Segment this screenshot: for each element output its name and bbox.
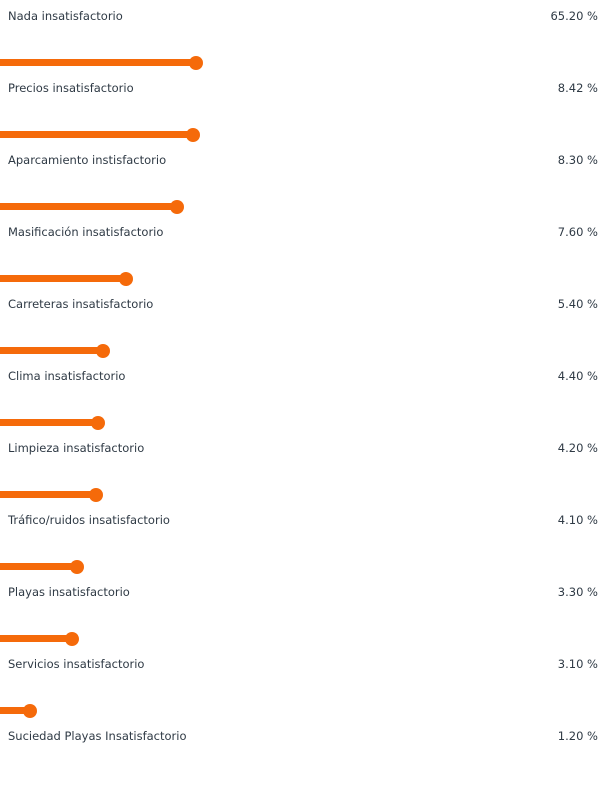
bar-value-label: 3.30 % — [557, 585, 598, 599]
bar-row: Carreteras insatisfactorio 5.40 % — [0, 290, 608, 362]
bar — [0, 632, 80, 646]
bar — [0, 704, 37, 718]
bar-value-label: 3.10 % — [557, 657, 598, 671]
bar — [0, 560, 84, 574]
bar-value-label: 8.30 % — [557, 153, 598, 167]
bar-end-dot — [170, 200, 185, 214]
bar-row: Limpieza insatisfactorio 4.20 % — [0, 434, 608, 506]
bar-line — [0, 275, 126, 282]
bar-value-label: 4.10 % — [557, 513, 598, 527]
bar-value-label: 4.20 % — [557, 441, 598, 455]
bar-label: Carreteras insatisfactorio — [8, 297, 154, 311]
bar-row: Precios insatisfactorio 8.42 % — [0, 74, 608, 146]
bar-end-dot — [69, 560, 84, 574]
bar-line — [0, 635, 73, 642]
bar-row: Aparcamiento instisfactorio 8.30 % — [0, 146, 608, 218]
bar-row: Clima insatisfactorio 4.40 % — [0, 362, 608, 434]
bar — [0, 272, 133, 286]
bar-end-dot — [23, 704, 37, 718]
bar-line — [0, 563, 77, 570]
bar-end-dot — [118, 272, 133, 286]
bar — [0, 416, 105, 430]
bar-label: Nada insatisfactorio — [8, 9, 123, 23]
bar-label: Masificación insatisfactorio — [8, 225, 164, 239]
bar-line — [0, 707, 30, 714]
bar — [0, 344, 110, 358]
bar — [0, 488, 103, 502]
bar-line — [0, 347, 103, 354]
bar-label: Tráfico/ruidos insatisfactorio — [8, 513, 170, 527]
bar-value-label: 5.40 % — [557, 297, 598, 311]
bar — [0, 200, 185, 214]
bar-label: Servicios insatisfactorio — [8, 657, 145, 671]
bar-row: Masificación insatisfactorio 7.60 % — [0, 218, 608, 290]
bar — [0, 128, 201, 142]
bar-end-dot — [65, 632, 80, 646]
bar-line — [0, 419, 98, 426]
bar-label: Playas insatisfactorio — [8, 585, 130, 599]
bar-end-dot — [189, 56, 204, 70]
bar-label: Precios insatisfactorio — [8, 81, 134, 95]
bar-value-label: 4.40 % — [557, 369, 598, 383]
bar-line — [0, 491, 96, 498]
bar-label: Aparcamiento instisfactorio — [8, 153, 167, 167]
horizontal-bar-chart: Nada insatisfactorio 65.20 % Precios insat… — [0, 2, 608, 743]
bar-line — [0, 131, 194, 138]
bar-row: Tráfico/ruidos insatisfactorio 4.10 % — [0, 506, 608, 578]
bar — [0, 56, 204, 70]
bar-end-dot — [88, 488, 103, 502]
bar-label: Clima insatisfactorio — [8, 369, 126, 383]
bar-row: Suciedad Playas Insatisfactorio 1.20 % — [0, 722, 608, 794]
bar-value-label: 65.20 % — [550, 9, 598, 23]
bar-row: Servicios insatisfactorio 3.10 % — [0, 650, 608, 722]
bar-row: Playas insatisfactorio 3.30 % — [0, 578, 608, 650]
bar-row: Nada insatisfactorio 65.20 % — [0, 2, 608, 74]
bar-end-dot — [95, 344, 110, 358]
bar-line — [0, 59, 197, 66]
bar-value-label: 1.20 % — [557, 729, 598, 743]
bar-line — [0, 203, 178, 210]
bar-end-dot — [186, 128, 201, 142]
bar-label: Suciedad Playas Insatisfactorio — [8, 729, 187, 743]
bar-value-label: 8.42 % — [557, 81, 598, 95]
bar-value-label: 7.60 % — [557, 225, 598, 239]
bar-end-dot — [90, 416, 105, 430]
bar-label: Limpieza insatisfactorio — [8, 441, 145, 455]
